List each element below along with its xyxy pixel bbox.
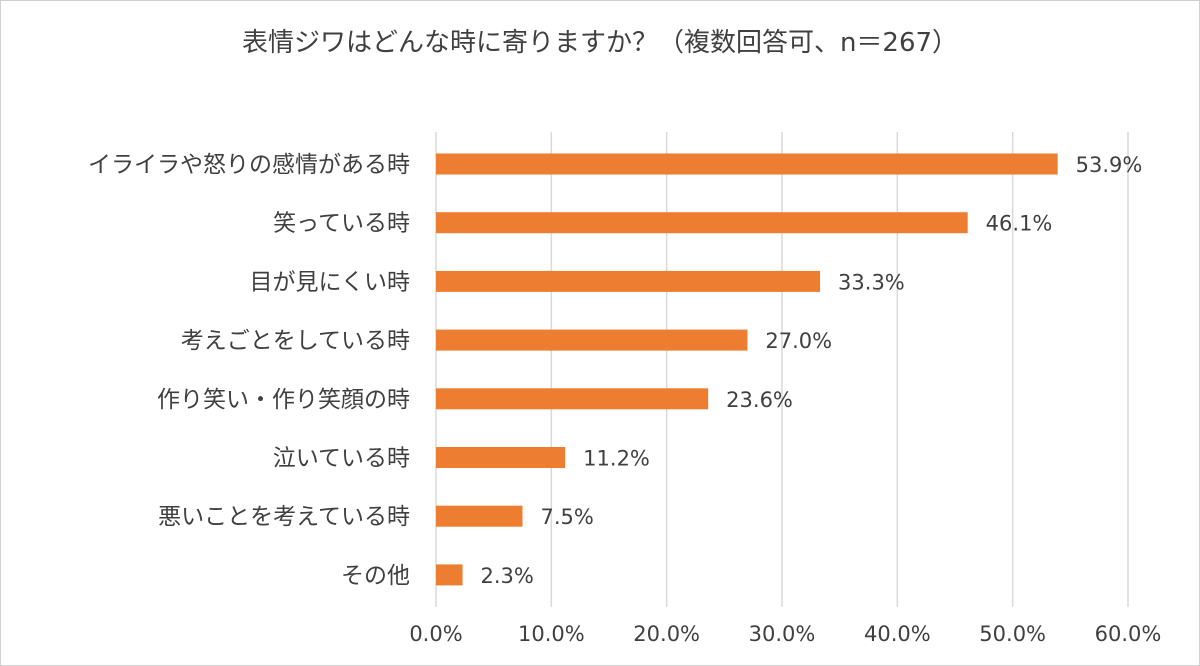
- data-label: 27.0%: [765, 329, 832, 353]
- data-label: 7.5%: [541, 505, 594, 529]
- x-tick-label: 20.0%: [633, 622, 700, 646]
- category-label: 目が見にくい時: [249, 269, 410, 295]
- data-label: 53.9%: [1076, 153, 1143, 177]
- gridlines: [435, 132, 1129, 607]
- bar: [436, 270, 821, 292]
- category-label: イライラや怒りの感情がある時: [88, 152, 410, 178]
- x-tick-label: 40.0%: [864, 622, 931, 646]
- bar: [436, 447, 566, 468]
- bars: [436, 153, 1058, 586]
- data-label: 2.3%: [481, 564, 534, 588]
- x-axis-tick-labels: 0.0% 10.0% 20.0% 30.0% 40.0% 50.0% 60.0%: [409, 622, 1161, 646]
- category-label: 作り笑い・作り笑顔の時: [157, 387, 410, 413]
- data-label: 23.6%: [726, 388, 793, 412]
- bar: [436, 329, 748, 351]
- bar: [436, 564, 463, 586]
- category-label: 悪いことを考えている時: [158, 504, 410, 530]
- data-label: 33.3%: [838, 270, 905, 294]
- x-tick-label: 30.0%: [749, 622, 816, 646]
- x-tick-label: 50.0%: [979, 622, 1046, 646]
- category-label: 笑っている時: [273, 211, 410, 237]
- bar: [436, 153, 1058, 175]
- data-label: 46.1%: [986, 212, 1053, 236]
- chart-title: 表情ジワはどんな時に寄りますか？（複数回答可、n＝267）: [241, 28, 959, 58]
- category-label: 泣いている時: [273, 446, 410, 472]
- category-label: 考えごとをしている時: [181, 328, 410, 354]
- x-tick-label: 60.0%: [1095, 622, 1162, 646]
- value-labels: 53.9% 46.1% 33.3% 27.0% 23.6% 11.2% 7.5% 2.3%: [481, 153, 1143, 588]
- x-tick-label: 10.0%: [518, 622, 585, 646]
- category-label: その他: [341, 563, 410, 589]
- bar: [436, 388, 709, 410]
- category-labels: イライラや怒りの感情がある時笑っている時目が見にくい時考えごとをしている時作り笑…: [88, 152, 410, 589]
- x-tick-label: 0.0%: [409, 622, 462, 646]
- bar: [436, 212, 968, 234]
- data-label: 11.2%: [583, 447, 650, 471]
- bar: [436, 505, 523, 527]
